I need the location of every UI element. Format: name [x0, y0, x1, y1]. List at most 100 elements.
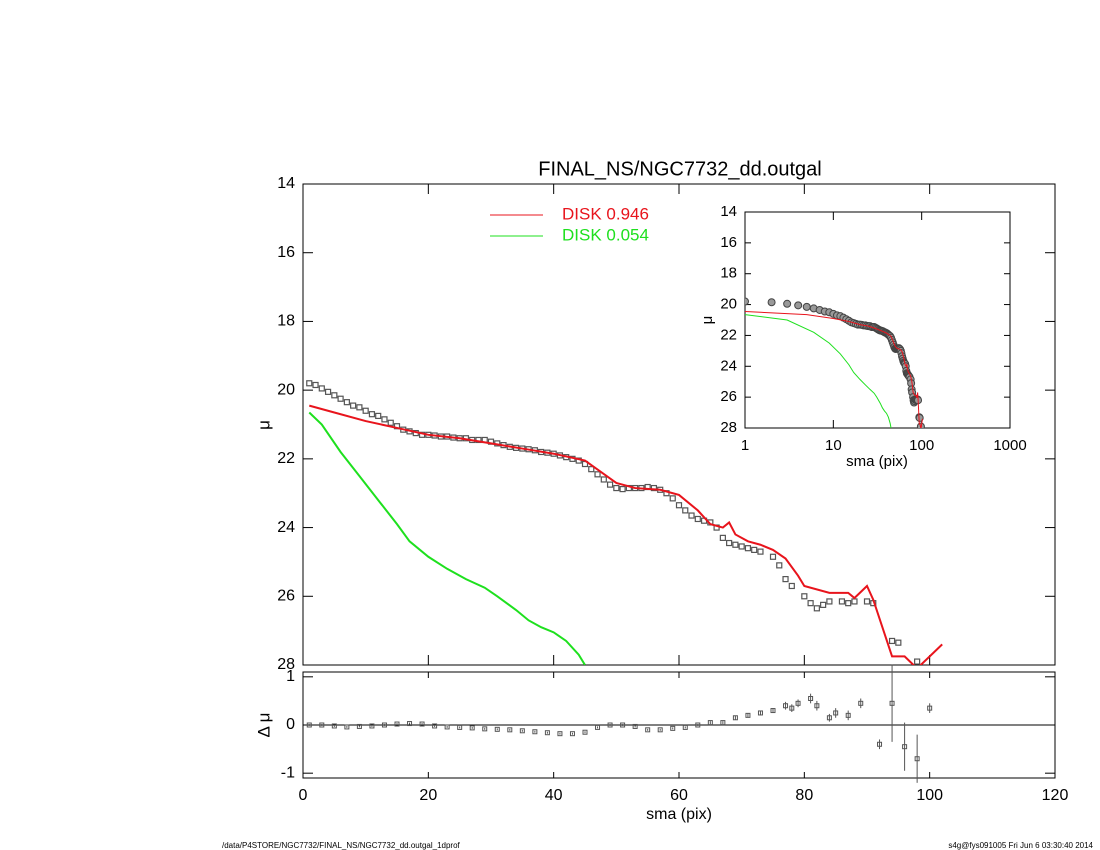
data-point: [375, 412, 382, 420]
model-line: [308, 411, 586, 665]
plot-area: [745, 297, 925, 428]
x-tick-label: 1: [741, 437, 749, 454]
x-axis-label: sma (pix): [646, 806, 712, 823]
y-tick-label: 0: [286, 716, 295, 733]
data-point: [794, 301, 803, 310]
x-tick-label: 120: [1042, 787, 1069, 804]
data-point: [813, 605, 820, 612]
y-axis-label: μ: [254, 420, 273, 430]
data-point: [745, 297, 749, 306]
y-tick-label: 22: [720, 326, 737, 343]
data-point: [588, 466, 595, 473]
data-point: [767, 298, 776, 307]
data-point: [362, 407, 369, 414]
data-point: [720, 720, 726, 726]
data-point: [507, 727, 513, 733]
data-point: [394, 721, 400, 727]
data-point: [820, 601, 827, 608]
footer-right: s4g@fys091005 Fri Jun 6 03:30:40 2014: [948, 841, 1093, 850]
data-point: [789, 705, 795, 711]
plot-area: [306, 380, 943, 665]
data-point: [732, 541, 739, 548]
data-point: [650, 484, 658, 492]
footer-left: /data/P4STORE/NGC7732/FINAL_NS/NGC7732_d…: [222, 841, 461, 850]
data-point: [557, 731, 563, 737]
model-line: [745, 314, 892, 428]
data-point: [675, 502, 683, 509]
data-point: [895, 639, 902, 646]
data-point: [802, 302, 811, 311]
data-point: [331, 723, 337, 729]
data-point: [757, 548, 764, 555]
data-point: [620, 722, 626, 728]
x-tick-label: 10: [825, 437, 842, 454]
data-point: [532, 729, 538, 735]
data-point: [783, 299, 792, 308]
data-point: [444, 724, 450, 730]
data-point: [368, 411, 376, 418]
data-point: [369, 723, 375, 729]
data-point: [738, 543, 745, 550]
x-tick-label: 80: [795, 787, 813, 804]
data-point: [312, 381, 319, 389]
data-point: [469, 725, 475, 731]
legend-label: DISK 0.946: [562, 204, 649, 223]
data-point: [782, 576, 789, 583]
data-point: [695, 722, 701, 728]
data-point: [719, 534, 726, 541]
data-point: [657, 727, 663, 733]
data-point: [826, 598, 833, 605]
y-axis-label: μ: [699, 316, 716, 325]
data-point: [594, 471, 601, 478]
data-point: [788, 582, 795, 590]
data-point: [343, 399, 350, 406]
data-point: [519, 728, 525, 734]
data-point: [344, 724, 350, 730]
data-point: [808, 696, 814, 701]
y-tick-label: 18: [720, 265, 737, 282]
data-point: [407, 721, 413, 727]
y-tick-label: 18: [277, 313, 295, 330]
data-point: [324, 388, 332, 395]
data-point: [845, 712, 851, 718]
y-tick-label: 22: [277, 450, 295, 467]
data-point: [419, 721, 425, 727]
model-line: [309, 404, 943, 665]
data-point: [582, 729, 588, 735]
data-point: [807, 600, 814, 607]
x-tick-label: 20: [419, 787, 437, 804]
data-point: [877, 741, 883, 747]
y-tick-label: 24: [720, 357, 737, 374]
data-point: [902, 744, 908, 750]
data-point: [838, 598, 846, 605]
data-point: [319, 722, 325, 728]
y-tick-label: 14: [720, 203, 737, 220]
inset-frame: [744, 211, 1011, 429]
data-point: [914, 756, 920, 762]
data-point: [888, 637, 896, 645]
data-point: [783, 703, 789, 709]
data-point: [337, 395, 344, 402]
y-axis-label: Δ μ: [254, 713, 273, 738]
main-frame: [302, 183, 1056, 666]
data-point: [682, 507, 689, 514]
data-point: [757, 710, 763, 716]
data-point: [833, 710, 839, 716]
y-tick-label: 16: [277, 244, 295, 261]
data-point: [381, 416, 388, 423]
data-point: [845, 600, 852, 607]
data-point: [851, 598, 858, 605]
data-point: [600, 476, 607, 483]
data-point: [387, 419, 394, 426]
data-point: [607, 722, 613, 728]
data-point: [726, 539, 733, 547]
data-point: [745, 712, 751, 718]
data-point: [595, 724, 601, 730]
data-point: [645, 727, 651, 733]
x-tick-label: 40: [545, 787, 563, 804]
data-point: [306, 722, 312, 728]
data-point: [356, 723, 362, 729]
chart-title: FINAL_NS/NGC7732_dd.outgal: [538, 158, 822, 180]
data-point: [331, 392, 338, 399]
data-point: [744, 545, 752, 552]
